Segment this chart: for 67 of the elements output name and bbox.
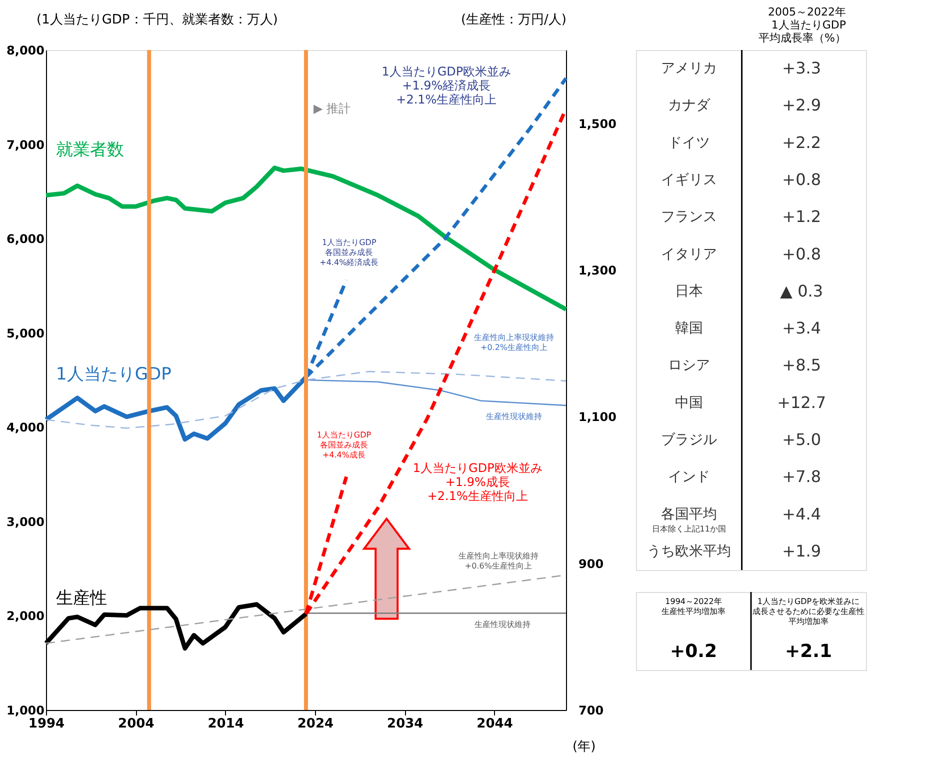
text: +3.3 (782, 58, 822, 78)
annotation: 生産性現状維持 (486, 412, 542, 421)
text: +4.4 (782, 504, 822, 524)
category-label: 韓国 (674, 320, 703, 337)
annotation: 生産性向上率現状維持 +0.6%生産性向上 (458, 551, 538, 570)
y-tick-label: 3,000 (6, 514, 44, 529)
text: +7.8 (782, 467, 822, 486)
text: +5.0 (782, 430, 822, 449)
category-label: アメリカ (660, 60, 717, 77)
x-tick-label: 2014 (208, 716, 244, 732)
annotation: 1人当たりGDP 各国並み成長 +4.4%成長 (316, 430, 372, 460)
text: +12.7 (777, 392, 826, 412)
y2-tick-label: 700 (578, 704, 604, 718)
text: +2.9 (782, 96, 822, 115)
category-label: イギリス (660, 172, 717, 188)
x-tick-label: 2024 (297, 716, 334, 732)
x-axis-title: (年) (572, 740, 596, 754)
annotation: 1人当たりGDP欧米並み +1.9%経済成長 +2.1%生産性向上 (382, 64, 512, 106)
category-label: 日本 (674, 283, 703, 300)
text: +1.9 (782, 541, 822, 560)
category-label: インド (668, 469, 710, 486)
x-tick-label: 1994 (28, 716, 65, 732)
category-label: フランス (660, 209, 717, 226)
text: +1.2 (782, 207, 822, 226)
x-tick-label: 2044 (476, 716, 513, 732)
category-label: 中国 (674, 394, 703, 411)
category-label: カナダ (668, 98, 711, 114)
y-tick-label: 8,000 (6, 44, 44, 58)
annotation: 生産性向上率現状維持 +0.2%生産性向上 (474, 332, 554, 352)
category-label: うち欧米平均 (646, 543, 731, 560)
x-tick-label: 2004 (118, 716, 154, 732)
y2-tick-label: 1,100 (578, 410, 616, 424)
y2-tick-label: 1,500 (578, 116, 616, 131)
text: +2.1 (785, 641, 832, 662)
category-label: 1994～2022年生産性平均増加率 (662, 597, 726, 616)
text: +0.2 (670, 641, 717, 662)
y-tick-label: 1,000 (6, 704, 44, 718)
y-tick-label: 4,000 (6, 420, 44, 435)
annotation: ▶ 推計 (313, 101, 351, 116)
text: +0.8 (782, 170, 822, 189)
y-tick-label: 2,000 (6, 609, 44, 624)
category-label: 各国平均 (660, 506, 717, 522)
category-label: ブラジル (660, 432, 717, 448)
y-tick-label: 6,000 (6, 232, 44, 246)
y-tick-label: 7,000 (6, 138, 44, 152)
category-label: ロシア (668, 358, 710, 374)
text: +8.5 (782, 356, 822, 375)
annotation: 生産性現状維持 (474, 620, 531, 629)
y2-tick-label: 1,300 (578, 264, 616, 278)
x-tick-label: 2034 (387, 716, 424, 732)
y2-axis-title: (生産性：万円/人) (460, 12, 566, 28)
y2-tick-label: 900 (578, 556, 604, 571)
text: ▲ 0.3 (780, 281, 824, 300)
text: 日本除く上記11か国 (652, 524, 726, 534)
annotation: 1人当たりGDP欧米並み +1.9%成長 +2.1%生産性向上 (412, 461, 542, 504)
text: +3.4 (782, 318, 822, 338)
category-label: 1人当たりGDPを欧米並みに成長させるために必要な生産性平均増加率 (752, 597, 864, 626)
series-label: 生産性 (56, 588, 107, 608)
category-label: ドイツ (668, 134, 710, 151)
y-tick-label: 5,000 (6, 326, 44, 340)
category-label: イタリア (660, 246, 717, 262)
y-axis-title: (1人当たりGDP：千円、就業者数：万人) (36, 12, 278, 28)
text: 2005～2022年 1人当たりGDP 平均成長率（%） (758, 5, 846, 44)
annotation: 1人当たりGDP 各国並み成長 +4.4%経済成長 (320, 238, 379, 267)
text: +0.8 (782, 244, 822, 264)
series-label: 就業者数 (56, 140, 124, 160)
text: +2.2 (782, 132, 822, 152)
